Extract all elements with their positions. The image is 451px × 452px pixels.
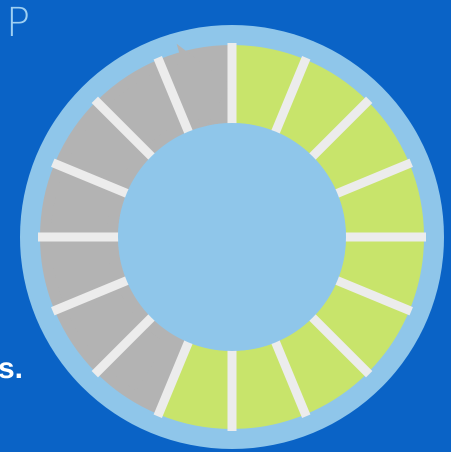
wheel-divider bbox=[91, 311, 158, 378]
wheel-divider bbox=[331, 158, 413, 200]
wheel-divider bbox=[153, 56, 195, 138]
wheel-segment-complete bbox=[232, 45, 306, 132]
wheel-divider bbox=[269, 56, 311, 138]
wheel-divider bbox=[91, 96, 158, 163]
wheel-segment-complete bbox=[158, 342, 232, 429]
wheel-segment-complete bbox=[337, 163, 424, 237]
wheel-inner-circle bbox=[118, 123, 346, 351]
wheel-divider bbox=[306, 311, 373, 378]
wheel-divider bbox=[51, 274, 133, 316]
wheel-divider bbox=[153, 336, 195, 418]
edge-fragment-text: s. bbox=[0, 352, 24, 385]
wheel-divider bbox=[306, 96, 373, 163]
wheel-dividers bbox=[38, 43, 426, 431]
wheel-divider bbox=[331, 274, 413, 316]
curved-arrow-icon bbox=[50, 43, 230, 391]
wheel-divider bbox=[51, 158, 133, 200]
wheel-segment-complete bbox=[337, 237, 424, 311]
corner-letter-text: P bbox=[6, 0, 31, 46]
wheel-divider bbox=[269, 336, 311, 418]
wheel-segment-complete bbox=[232, 342, 306, 429]
